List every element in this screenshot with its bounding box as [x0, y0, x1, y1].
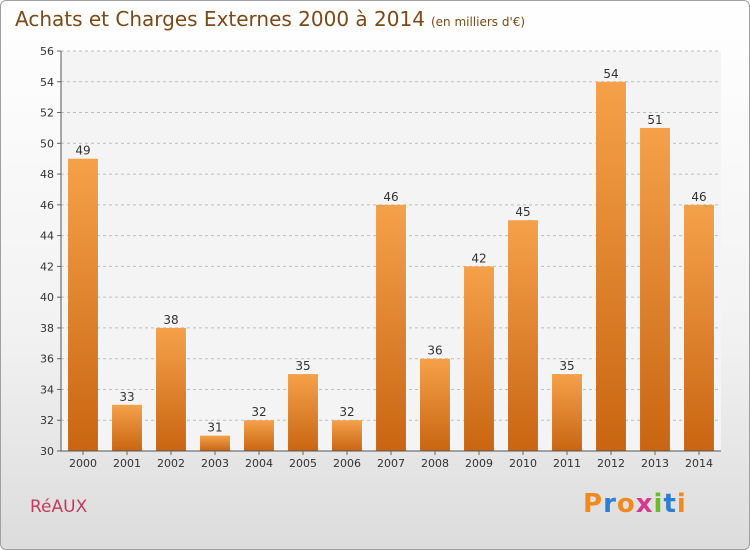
- y-tick-label: 46: [40, 199, 54, 212]
- bar-2003: [200, 435, 230, 451]
- bar-2004: [244, 420, 274, 451]
- bar-2010: [508, 220, 538, 451]
- x-tick-label-2003: 2003: [201, 457, 229, 470]
- value-label-2010: 45: [515, 205, 530, 219]
- brand-letter: o: [616, 489, 636, 519]
- bar-2006: [332, 420, 362, 451]
- bar-2011: [552, 374, 582, 451]
- y-tick-label: 50: [40, 137, 54, 150]
- value-label-2012: 54: [603, 67, 618, 81]
- y-tick-label: 38: [40, 322, 54, 335]
- x-tick-label-2007: 2007: [377, 457, 405, 470]
- y-tick-label: 48: [40, 168, 54, 181]
- value-label-2007: 46: [383, 190, 398, 204]
- y-tick-label: 52: [40, 107, 54, 120]
- bar-2012: [596, 81, 626, 452]
- value-label-2011: 35: [559, 359, 574, 373]
- bar-2007: [376, 204, 406, 451]
- y-tick-label: 30: [40, 445, 54, 458]
- y-tick-label: 34: [40, 383, 54, 396]
- value-label-2001: 33: [119, 390, 134, 404]
- brand-letter: P: [583, 489, 604, 519]
- axis-layer: 30 32 34 36 38 40 42 44 46 48 50 52 54 56 2000 2001 2002…: [40, 45, 721, 470]
- x-tick-label-2005: 2005: [289, 457, 317, 470]
- bar-2009: [464, 266, 494, 451]
- x-tick-label-2006: 2006: [333, 457, 361, 470]
- brand-letter: x: [635, 489, 654, 519]
- x-tick-label-2001: 2001: [113, 457, 141, 470]
- bar-2013: [640, 127, 670, 451]
- brand-letter: t: [663, 489, 677, 519]
- x-tick-label-2008: 2008: [421, 457, 449, 470]
- x-tick-label-2002: 2002: [157, 457, 185, 470]
- value-label-2009: 42: [471, 251, 486, 265]
- brand-letter: r: [603, 489, 617, 519]
- bar-2001: [112, 404, 142, 451]
- bar-2005: [288, 374, 318, 451]
- value-label-2002: 38: [163, 313, 178, 327]
- bar-2002: [156, 327, 186, 451]
- x-tick-label-2010: 2010: [509, 457, 537, 470]
- bar-2008: [420, 358, 450, 451]
- brand-letter: i: [653, 489, 664, 519]
- y-tick-label: 54: [40, 76, 54, 89]
- x-tick-label-2009: 2009: [465, 457, 493, 470]
- chart-title-text: Achats et Charges Externes 2000 à 2014: [15, 7, 425, 31]
- value-label-2013: 51: [647, 113, 662, 127]
- value-label-2004: 32: [251, 405, 266, 419]
- value-label-2003: 31: [207, 421, 222, 435]
- x-tick-label-2012: 2012: [597, 457, 625, 470]
- y-tick-label: 56: [40, 45, 54, 58]
- chart-unit: (en milliers d'€): [430, 15, 526, 29]
- brand-letter: i: [676, 489, 687, 519]
- bar-2014: [684, 204, 714, 451]
- value-label-2000: 49: [75, 144, 90, 158]
- chart-title: Achats et Charges Externes 2000 à 2014 (e…: [15, 7, 525, 31]
- value-label-2006: 32: [339, 405, 354, 419]
- y-tick-label: 32: [40, 414, 54, 427]
- brand-logo: Proxiti: [583, 489, 687, 519]
- y-tick-label: 40: [40, 291, 54, 304]
- y-tick-label: 42: [40, 260, 54, 273]
- place-name: RéAUX: [30, 497, 88, 517]
- x-tick-label-2013: 2013: [641, 457, 669, 470]
- x-tick-label-2004: 2004: [245, 457, 273, 470]
- value-label-2005: 35: [295, 359, 310, 373]
- x-tick-label-2011: 2011: [553, 457, 581, 470]
- bars-layer: 49 33 38 31 32 35 32 46 36 42 45 35 54 51 46: [68, 67, 714, 452]
- value-label-2014: 46: [691, 190, 706, 204]
- y-tick-label: 36: [40, 353, 54, 366]
- y-tick-label: 44: [40, 230, 54, 243]
- x-tick-label-2000: 2000: [69, 457, 97, 470]
- value-label-2008: 36: [427, 344, 442, 358]
- x-tick-label-2014: 2014: [685, 457, 713, 470]
- bar-2000: [68, 158, 98, 451]
